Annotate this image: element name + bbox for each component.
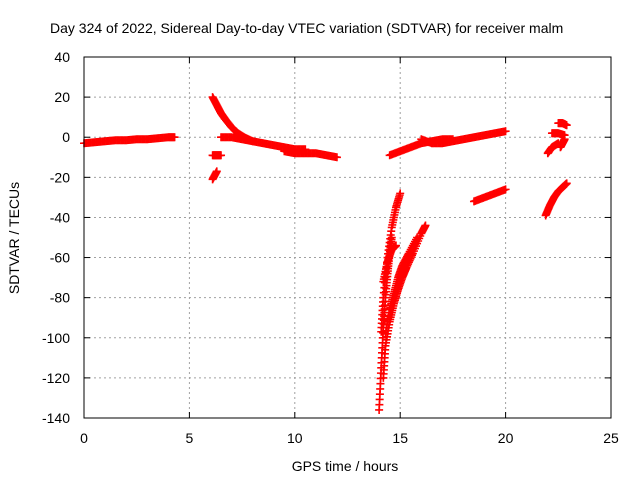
y-tick-label: -120 <box>42 370 70 386</box>
x-axis-label: GPS time / hours <box>292 458 399 474</box>
series-arc-13 <box>417 127 510 148</box>
data-point <box>562 121 571 130</box>
data-point <box>413 233 422 242</box>
y-tick-label: 20 <box>54 89 70 105</box>
series-arc-10 <box>379 241 400 286</box>
series-arc-3 <box>208 151 226 160</box>
y-tick-label: 40 <box>54 49 70 65</box>
x-tick-label: 5 <box>186 430 194 446</box>
series-arc-17 <box>547 129 569 140</box>
data-point <box>501 185 510 194</box>
data-point <box>562 179 571 188</box>
series-arc-15 <box>541 179 571 220</box>
x-tick-label: 15 <box>392 430 408 446</box>
y-tick-label: -80 <box>50 290 70 306</box>
series-arc-6 <box>280 147 341 162</box>
y-tick-label: 0 <box>62 129 70 145</box>
y-tick-label: -20 <box>50 169 70 185</box>
y-axis-ticks: -140 -120 -100 -80 -60 -40 -20 0 20 40 <box>42 49 611 426</box>
data-point <box>212 167 221 176</box>
series-arc-14 <box>469 185 510 206</box>
data-point <box>501 127 510 136</box>
x-tick-label: 20 <box>498 430 514 446</box>
chart-title: Day 324 of 2022, Sidereal Day-to-day VTE… <box>50 20 563 36</box>
data-point <box>391 241 400 250</box>
series-arc-1 <box>80 133 179 148</box>
series-arc-11 <box>381 233 422 338</box>
series-arc-4 <box>208 167 221 184</box>
y-tick-label: -60 <box>50 250 70 266</box>
data-point <box>421 221 430 230</box>
data-point <box>332 153 341 162</box>
x-tick-label: 0 <box>80 430 88 446</box>
y-tick-label: -100 <box>42 330 70 346</box>
data-point <box>170 133 179 142</box>
data-points <box>80 93 571 414</box>
x-tick-label: 10 <box>287 430 303 446</box>
series-arc-19 <box>556 135 569 152</box>
data-point <box>396 189 405 198</box>
y-tick-label: -140 <box>42 410 70 426</box>
x-tick-label: 25 <box>603 430 619 446</box>
series-arc-18 <box>554 119 571 130</box>
y-tick-label: -40 <box>50 209 70 225</box>
data-point <box>560 135 569 144</box>
data-point <box>217 151 226 160</box>
y-axis-label: SDTVAR / TECUs <box>6 182 22 294</box>
grid-lines <box>84 57 611 418</box>
x-axis-ticks: 0 5 10 15 20 25 <box>80 57 619 446</box>
plot-frame <box>83 56 612 419</box>
